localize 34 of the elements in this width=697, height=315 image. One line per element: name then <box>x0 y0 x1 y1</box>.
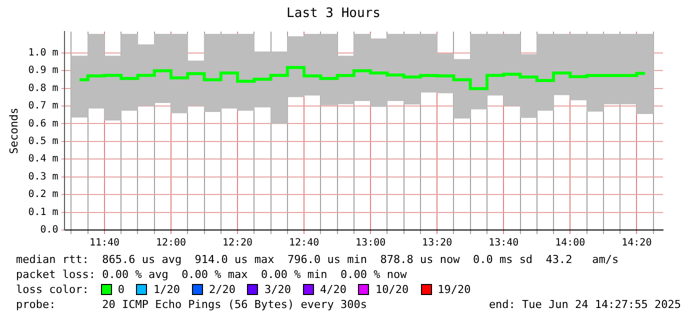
legend-label: 4/20 <box>320 282 346 297</box>
y-tick-label: 0.2 m <box>28 189 58 200</box>
x-tick-label: 12:40 <box>289 238 320 249</box>
text: median rtt: 865.6 us avg 914.0 us max 796.0 us min 878.8 us now 0.0 ms sd 43.2 am/s <box>16 252 620 267</box>
x-tick-label: 11:40 <box>89 238 120 249</box>
x-tick-label: 12:00 <box>156 238 186 249</box>
y-tick-label: 0.8 m <box>28 82 58 94</box>
x-tick-label: 14:20 <box>622 238 652 249</box>
legend-label: 3/20 <box>264 282 291 297</box>
y-tick-label: 0.6 m <box>28 118 58 130</box>
text: packet loss: 0.00 % avg 0.00 % max 0.00 % min 0.00 % now <box>16 267 408 282</box>
x-tick-label: 14:00 <box>555 238 586 249</box>
x-tick-label: 13:40 <box>488 238 519 249</box>
chart-title: Last 3 Hours <box>286 6 380 22</box>
y-tick-label: 0.4 m <box>28 154 58 165</box>
y-tick-label: 1.0 m <box>28 47 58 58</box>
y-axis-title: Seconds <box>7 108 20 154</box>
y-tick-label: 0.9 m <box>28 65 58 76</box>
text: probe: 20 ICMP Echo Pings (56 Bytes) every 300s <box>16 297 367 312</box>
legend-label: 19/20 <box>438 282 471 297</box>
y-tick-label: 0.1 m <box>28 206 58 218</box>
text: end: Tue Jun 24 14:27:55 2025 <box>488 297 681 312</box>
legend-title: loss color: <box>16 282 89 297</box>
x-tick-label: 12:20 <box>222 238 253 249</box>
y-tick-label: 0.7 m <box>28 100 58 112</box>
legend-label: 2/20 <box>208 282 236 297</box>
y-tick-label: 0.3 m <box>28 171 58 182</box>
x-tick-label: 13:00 <box>356 238 386 249</box>
y-tick-label: 0.5 m <box>28 136 58 148</box>
y-tick-label: 0.0 <box>40 224 58 236</box>
legend-label: 1/20 <box>153 282 180 297</box>
legend-label: 10/20 <box>375 282 409 297</box>
legend-label: 0 <box>118 282 124 297</box>
x-tick-label: 13:20 <box>422 238 452 249</box>
